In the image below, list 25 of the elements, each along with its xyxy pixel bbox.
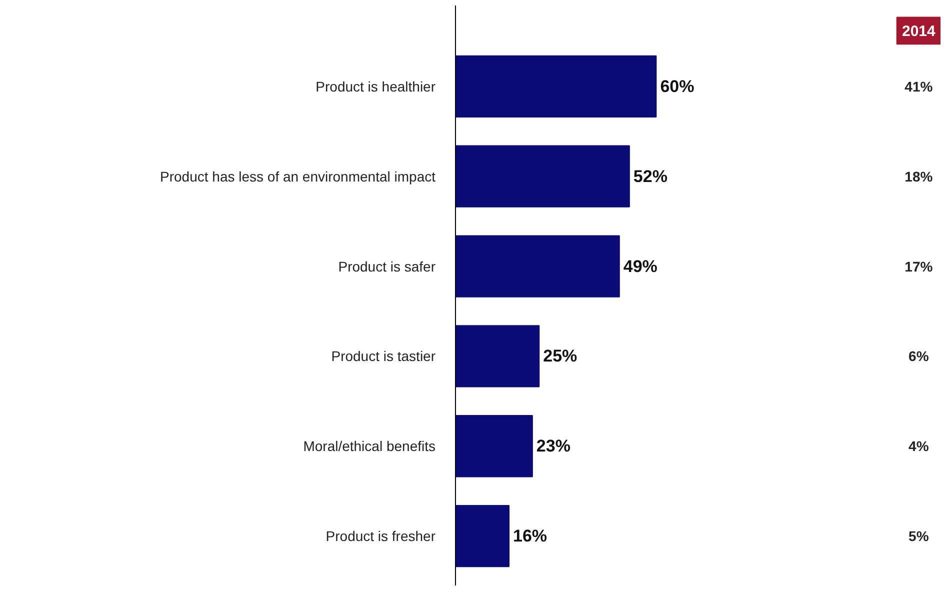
y-tick-label: Product has less of an environmental impact (160, 168, 436, 184)
annotation: 6% (908, 348, 930, 364)
y-tick-label: Product is tastier (331, 348, 436, 364)
data-label: 16% (513, 526, 548, 546)
data-label: 49% (623, 256, 658, 276)
annotation: 18% (904, 168, 934, 184)
bar (456, 55, 657, 118)
bar (456, 415, 533, 478)
y-tick-label: Product is fresher (326, 528, 436, 544)
data-label: 52% (633, 166, 668, 186)
data-label: 60% (660, 76, 694, 96)
annotation: 5% (908, 528, 930, 544)
bar (456, 325, 540, 388)
bar (456, 145, 630, 208)
annotation: 2014 (902, 23, 936, 40)
y-tick-label: Moral/ethical benefits (303, 438, 436, 454)
bar (456, 504, 510, 568)
annotation: 17% (904, 258, 934, 274)
data-label: 25% (543, 346, 578, 366)
bar (456, 235, 620, 298)
data-label: 23% (536, 436, 570, 456)
y-tick-label: Product is safer (338, 258, 436, 274)
annotation: 4% (908, 438, 930, 454)
y-tick-label: Product is healthier (316, 78, 436, 94)
annotation: 41% (904, 78, 934, 94)
